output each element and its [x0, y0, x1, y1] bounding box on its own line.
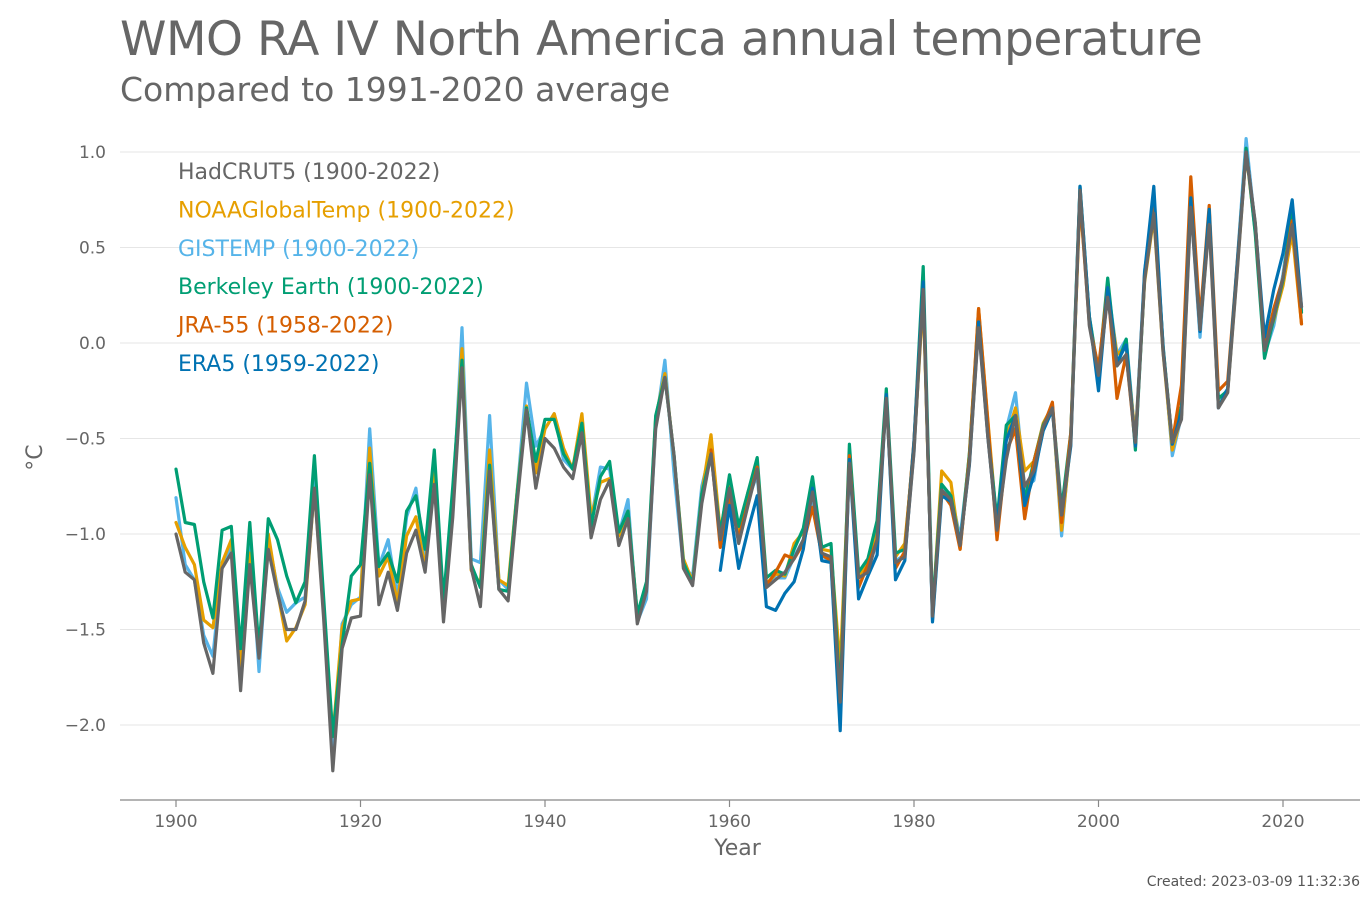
y-axis-label: °C: [23, 444, 48, 470]
created-timestamp: Created: 2023-03-09 11:32:36: [1146, 874, 1360, 890]
legend-item: Berkeley Earth (1900-2022): [178, 275, 484, 300]
x-axis: 1900 1920 1940 1960 1980 2000 2020: [120, 799, 1360, 832]
legend-item: ERA5 (1959-2022): [178, 352, 379, 377]
legend-item: JRA-55 (1958-2022): [176, 314, 393, 339]
y-tick-label: 0.5: [79, 239, 106, 259]
y-axis-ticks: −2.0 −1.5 −1.0 −0.5 0.0 0.5 1.0: [65, 143, 106, 736]
x-tick-label: 1960: [708, 812, 751, 832]
x-axis-label: Year: [713, 836, 762, 861]
y-tick-label: −2.0: [65, 716, 106, 736]
series-line: [174, 137, 1304, 760]
legend-item: NOAAGlobalTemp (1900-2022): [178, 198, 515, 223]
legend: HadCRUT5 (1900-2022) NOAAGlobalTemp (1900…: [176, 160, 515, 377]
y-tick-label: 1.0: [79, 143, 106, 163]
chart-subtitle: Compared to 1991-2020 average: [120, 70, 671, 109]
chart-title: WMO RA IV North America annual temperatu…: [120, 12, 1203, 67]
x-tick-label: 1920: [339, 812, 382, 832]
y-tick-label: −1.5: [65, 621, 106, 641]
series-lines: [174, 137, 1304, 773]
legend-item: GISTEMP (1900-2022): [178, 237, 419, 262]
legend-item: HadCRUT5 (1900-2022): [178, 160, 440, 185]
y-tick-label: 0.0: [79, 334, 106, 354]
y-tick-label: −1.0: [65, 525, 106, 545]
x-tick-label: 1940: [523, 812, 566, 832]
x-tick-label: 1900: [154, 812, 197, 832]
x-tick-label: 2000: [1077, 812, 1120, 832]
series-line: [174, 150, 1304, 773]
y-tick-label: −0.5: [65, 430, 106, 450]
x-tick-label: 2020: [1261, 812, 1304, 832]
x-tick-label: 1980: [892, 812, 935, 832]
